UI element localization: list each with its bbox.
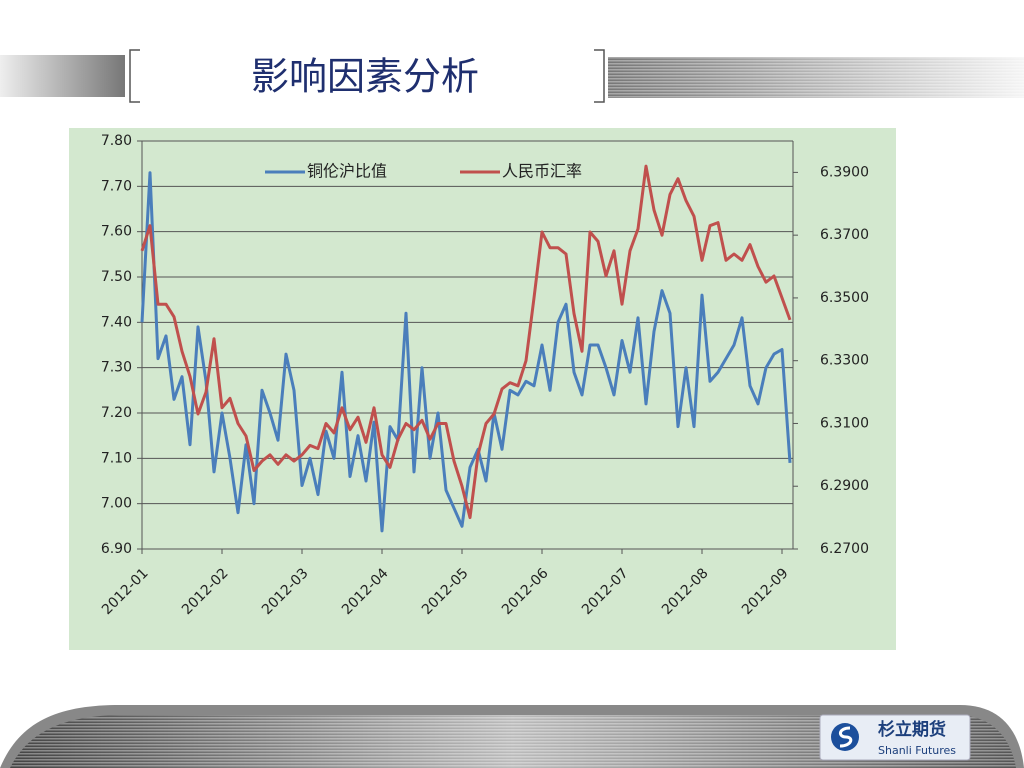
- y-tick-label: 7.60: [101, 224, 132, 240]
- y2-tick-label: 6.2700: [820, 541, 869, 557]
- y-tick-label: 7.10: [101, 450, 132, 466]
- y2-tick-label: 6.3100: [820, 415, 869, 431]
- legend-label: 人民币汇率: [502, 162, 582, 181]
- y-tick-label: 6.90: [101, 541, 132, 557]
- y-tick-label: 7.00: [101, 496, 132, 512]
- chart: 6.90 7.00 7.10 7.20 7.30 7.40 7.50 7.60 7.70 7.80…: [69, 128, 896, 650]
- y2-tick-label: 6.3500: [820, 290, 869, 306]
- logo-box: [819, 714, 971, 761]
- bottom-stripes: [10, 715, 1016, 768]
- y2-tick-label: 6.3900: [820, 164, 869, 180]
- series-line: [140, 164, 792, 520]
- y-tick-label: 7.50: [101, 269, 132, 285]
- slide-title: 影响因素分析: [251, 55, 479, 99]
- logo-name: 杉立期货: [878, 719, 946, 740]
- y-tick-label: 7.40: [101, 314, 132, 330]
- y2-tick-label: 6.3700: [820, 227, 869, 243]
- y2-tick-label: 6.2900: [820, 478, 869, 494]
- title-bracket: [129, 49, 605, 103]
- logo-icon-s: [839, 726, 853, 748]
- y-tick-label: 7.80: [101, 133, 132, 149]
- decor-bar: [0, 55, 125, 97]
- decor-stripes: [608, 57, 1024, 98]
- y-tick-label: 7.70: [101, 178, 132, 194]
- y2-tick-label: 6.3300: [820, 353, 869, 369]
- y-tick-label: 7.20: [101, 405, 132, 421]
- y-tick-label: 7.30: [101, 360, 132, 376]
- logo-subtitle: Shanli Futures: [878, 744, 956, 757]
- legend-label: 铜伦沪比值: [307, 162, 387, 181]
